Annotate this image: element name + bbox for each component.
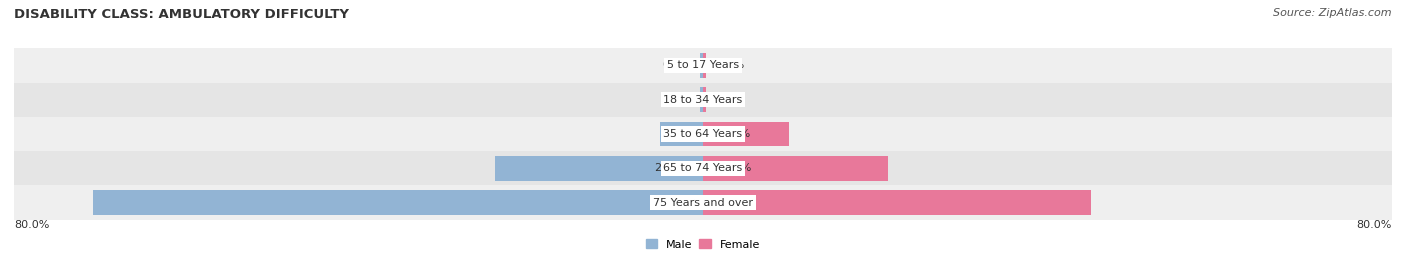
Text: Source: ZipAtlas.com: Source: ZipAtlas.com [1274, 8, 1392, 18]
Text: 70.8%: 70.8% [655, 198, 690, 208]
Text: 10.0%: 10.0% [716, 129, 751, 139]
Bar [703, 122, 789, 146]
Bar [703, 53, 706, 78]
Text: 0.0%: 0.0% [662, 95, 690, 105]
Bar [14, 151, 1392, 185]
Text: 35 to 64 Years: 35 to 64 Years [664, 129, 742, 139]
Bar [659, 122, 703, 146]
Bar [495, 156, 703, 181]
Bar [14, 185, 1392, 220]
Bar [703, 87, 706, 112]
Text: 5.0%: 5.0% [662, 129, 690, 139]
Text: 21.5%: 21.5% [716, 163, 751, 173]
Text: 18 to 34 Years: 18 to 34 Years [664, 95, 742, 105]
Bar [703, 190, 1091, 215]
Text: DISABILITY CLASS: AMBULATORY DIFFICULTY: DISABILITY CLASS: AMBULATORY DIFFICULTY [14, 8, 349, 21]
Text: 80.0%: 80.0% [14, 221, 49, 230]
Text: 65 to 74 Years: 65 to 74 Years [664, 163, 742, 173]
Text: 75 Years and over: 75 Years and over [652, 198, 754, 208]
Text: 5 to 17 Years: 5 to 17 Years [666, 60, 740, 70]
Bar [703, 156, 889, 181]
Text: 0.0%: 0.0% [662, 60, 690, 70]
Text: 80.0%: 80.0% [1357, 221, 1392, 230]
Bar [700, 87, 703, 112]
Legend: Male, Female: Male, Female [644, 237, 762, 252]
Bar [700, 53, 703, 78]
Text: 24.1%: 24.1% [655, 163, 690, 173]
Text: 0.0%: 0.0% [716, 60, 744, 70]
Bar [14, 117, 1392, 151]
Text: 0.0%: 0.0% [716, 95, 744, 105]
Bar [14, 83, 1392, 117]
Bar [93, 190, 703, 215]
Text: 45.1%: 45.1% [716, 198, 751, 208]
Bar [14, 48, 1392, 83]
